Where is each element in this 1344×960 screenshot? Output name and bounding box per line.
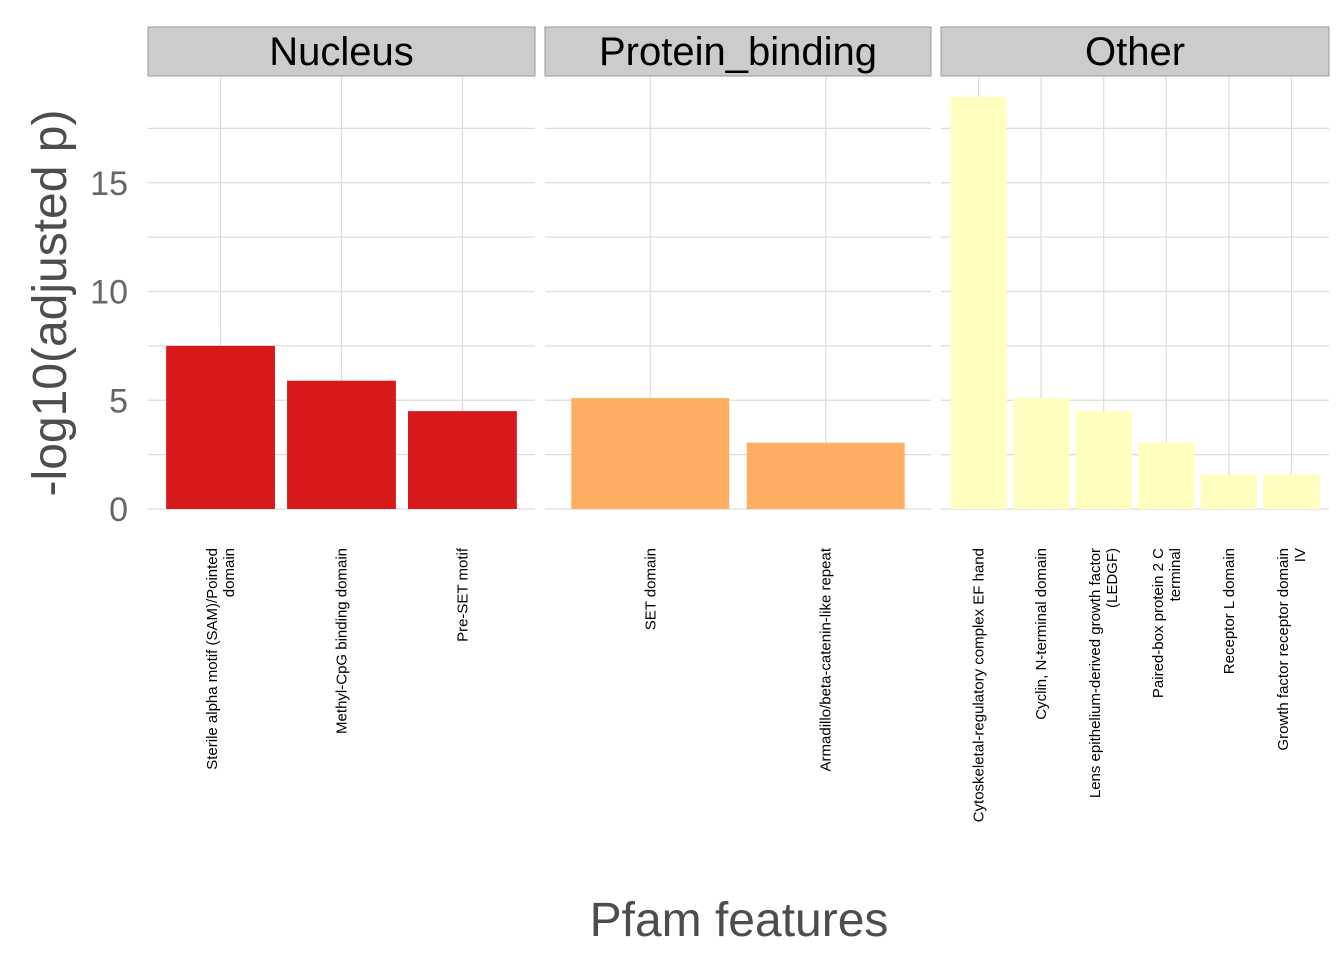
x-tick-label-line: domain — [221, 548, 238, 597]
x-tick-label-line: Methyl-CpG binding domain — [334, 548, 351, 734]
y-tick-label-5: 5 — [109, 382, 128, 420]
x-tick-label-line: (LEDGF) — [1104, 548, 1121, 608]
x-tick-label-line: IV — [1292, 548, 1309, 562]
x-tick-label-line: Pre-SET motif — [454, 547, 471, 642]
x-tick-label: SET domain — [642, 548, 659, 630]
x-tick-label: Receptor L domain — [1221, 548, 1238, 674]
y-tick-label-15: 15 — [90, 165, 128, 203]
bar-methyl-cpg-binding-domain — [287, 380, 396, 509]
y-axis-title: -log10(adjusted p) — [24, 110, 77, 497]
x-tick-label-line: Cytoskeletal-regulatory complex EF hand — [971, 548, 988, 822]
facet-strip-label: Protein_binding — [599, 30, 877, 74]
facet-strip-label: Other — [1085, 30, 1185, 74]
x-tick-label: Cytoskeletal-regulatory complex EF hand — [971, 548, 988, 822]
facet-nucleus: Nucleus Sterile alpha motif (SAM)/Pointed… — [147, 26, 536, 770]
bar-set-domain — [571, 398, 730, 509]
facet-panels: Nucleus Sterile alpha motif (SAM)/Pointed… — [147, 26, 1330, 822]
facet-strip-label: Nucleus — [269, 30, 414, 74]
x-tick-label-line: Sterile alpha motif (SAM)/Pointed — [204, 548, 221, 770]
x-tick-label: Pre-SET motif — [454, 547, 471, 642]
x-tick-label-line: terminal — [1167, 548, 1184, 601]
x-tick-label: Growth factor receptor domainIV — [1275, 548, 1309, 751]
x-tick-label-line: Armadillo/beta-catenin-like repeat — [818, 547, 835, 771]
bar-receptor-l-domain — [1200, 474, 1258, 509]
x-tick-label: Methyl-CpG binding domain — [334, 548, 351, 734]
y-tick-label-10: 10 — [90, 274, 128, 312]
x-tick-label-line: Lens epithelium-derived growth factor — [1087, 548, 1104, 798]
x-axis-title: Pfam features — [590, 894, 889, 947]
x-tick-label-line: Cyclin, N-terminal domain — [1033, 548, 1050, 720]
bar-growth-factor-receptor-domain-iv — [1263, 474, 1320, 509]
bar-sterile-alpha-motif-sam-pointed-domain — [166, 345, 275, 509]
x-tick-label-line: Paired-box protein 2 C — [1150, 548, 1167, 698]
x-tick-label-line: Receptor L domain — [1221, 548, 1238, 674]
bar-paired-box-protein-2-c-terminal — [1138, 442, 1195, 509]
x-tick-label: Lens epithelium-derived growth factor(LE… — [1087, 548, 1121, 798]
facet-strip-nucleus — [147, 26, 536, 77]
bar-lens-epithelium-derived-growth-factor-ledgf — [1075, 411, 1132, 509]
bar-cytoskeletal-regulatory-complex-ef-hand — [950, 96, 1007, 510]
x-tick-label-line: Growth factor receptor domain — [1275, 548, 1292, 751]
bar-armadillo-beta-catenin-like-repeat — [746, 442, 905, 509]
bar-cyclin-n-terminal-domain — [1012, 398, 1070, 509]
facet-strip-protein-binding — [544, 26, 932, 77]
x-tick-label-line: SET domain — [642, 548, 659, 630]
facet-protein-binding: Protein_binding SET domain Armadillo/beta-… — [544, 26, 932, 771]
bar-pre-set-motif — [408, 411, 517, 509]
x-tick-label: Armadillo/beta-catenin-like repeat — [818, 547, 835, 771]
facet-other: Other Cytoskeletal-regulatory complex EF … — [940, 26, 1330, 822]
y-axis: 0 5 10 15 — [90, 165, 128, 529]
x-tick-label: Sterile alpha motif (SAM)/Pointeddomain — [204, 548, 238, 770]
x-tick-label: Paired-box protein 2 Cterminal — [1150, 548, 1184, 698]
y-tick-label-0: 0 — [109, 491, 128, 529]
facet-strip-other — [940, 26, 1330, 77]
x-tick-label: Cyclin, N-terminal domain — [1033, 548, 1050, 720]
